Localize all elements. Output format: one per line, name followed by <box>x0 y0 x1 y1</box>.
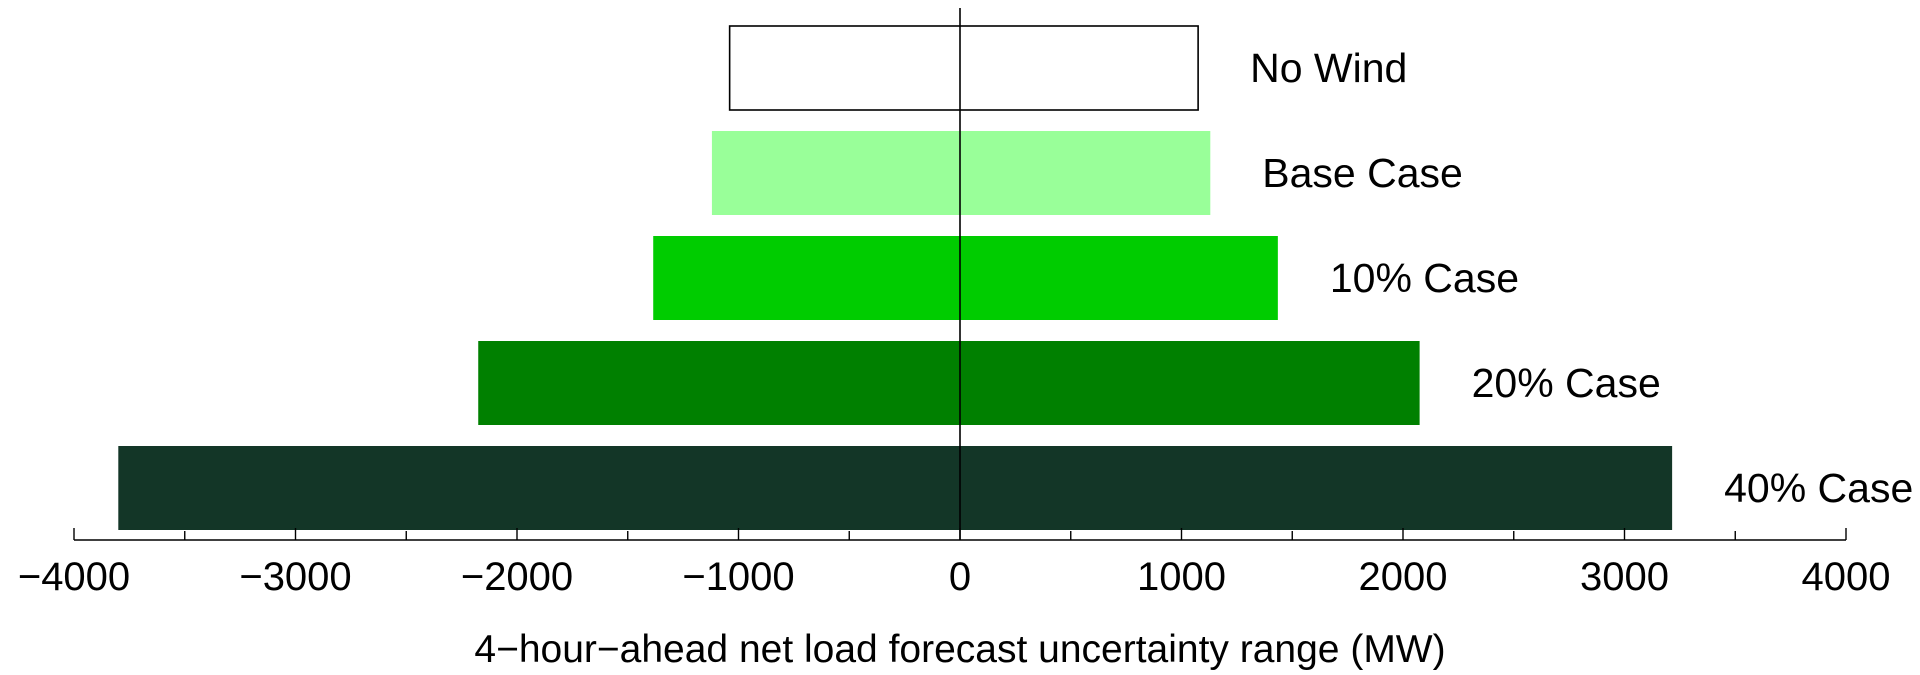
x-tick-label: 4000 <box>1802 555 1891 599</box>
x-tick-label: 1000 <box>1137 555 1226 599</box>
x-axis-title: 4−hour−ahead net load forecast uncertain… <box>474 628 1445 671</box>
bar-no-wind <box>728 25 1199 111</box>
case-label: 40% Case <box>1724 465 1913 511</box>
x-tick-label: −4000 <box>18 555 130 599</box>
x-tick-label: 2000 <box>1359 555 1448 599</box>
bar-40-case <box>118 446 1673 530</box>
x-tick-label: −2000 <box>461 555 573 599</box>
bar-10-case <box>653 236 1278 320</box>
bar-base-case <box>711 131 1211 215</box>
x-axis: −4000 −3000 −2000 −1000 0 1000 2000 3000 4000 <box>18 528 1891 599</box>
x-tick-label: 0 <box>949 555 971 599</box>
bars-layer <box>118 25 1673 530</box>
case-labels-layer: No Wind Base Case 10% Case 20% Case 40% Case <box>1250 45 1913 511</box>
bar-20-case <box>478 341 1420 425</box>
x-tick-label: 3000 <box>1580 555 1669 599</box>
case-label: No Wind <box>1250 45 1407 91</box>
x-tick-label: −1000 <box>682 555 794 599</box>
x-tick-label: −3000 <box>239 555 351 599</box>
case-label: 20% Case <box>1472 360 1661 406</box>
case-label: 10% Case <box>1330 255 1519 301</box>
case-label: Base Case <box>1262 150 1463 196</box>
